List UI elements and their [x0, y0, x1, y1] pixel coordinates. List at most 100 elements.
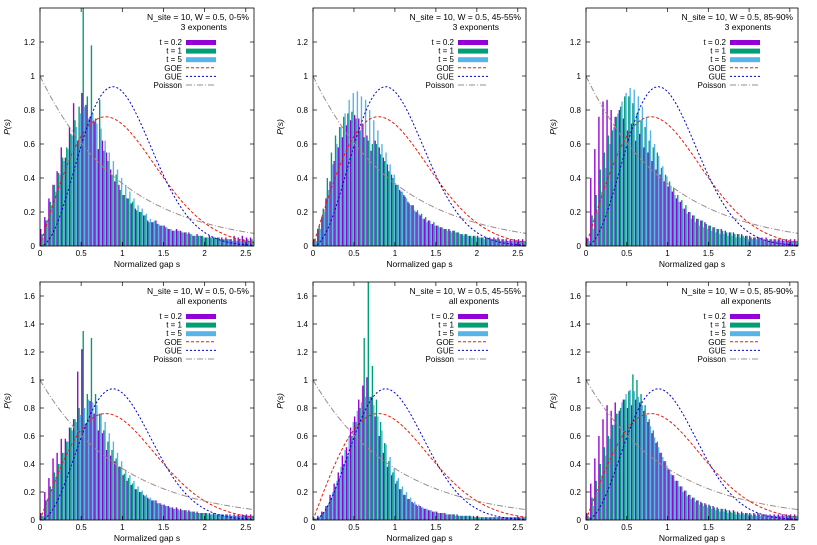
panel-subtitle: all exponents [177, 296, 227, 306]
legend-swatch [186, 314, 216, 319]
bar-t5-4 [59, 464, 61, 520]
bar-t1-1 [318, 225, 320, 246]
bar-t1-27 [697, 500, 699, 520]
bar-t5-11 [88, 399, 90, 520]
bar-t02-41 [753, 513, 755, 520]
bar-t5-10 [356, 91, 359, 246]
bar-t5-25 [418, 504, 420, 520]
y-axis-label: P(s) [275, 393, 285, 409]
bar-t1-15 [103, 150, 105, 246]
y-tick-label: 1 [31, 72, 36, 81]
bar-t5-40 [207, 237, 209, 246]
bar-t1-51 [251, 515, 253, 520]
bar-t5-47 [236, 240, 238, 246]
bar-t1-28 [429, 510, 431, 520]
bar-t02-35 [728, 510, 731, 520]
bar-t5-37 [739, 514, 741, 520]
bar-t5-51 [524, 240, 526, 246]
bar-t1-47 [778, 239, 781, 246]
bar-t5-15 [377, 130, 379, 246]
bar-t02-18 [114, 461, 116, 520]
bar-t02-48 [237, 237, 239, 246]
bar-t5-35 [731, 235, 733, 246]
bar-t02-23 [679, 486, 682, 520]
bar-t5-32 [446, 230, 449, 246]
bar-t02-20 [667, 186, 669, 246]
legend-swatch [730, 331, 760, 337]
bar-t5-2 [596, 212, 599, 246]
bar-t1-21 [127, 478, 130, 520]
bar-t02-34 [452, 230, 454, 246]
bar-t5-39 [475, 517, 477, 520]
y-tick-label: 1.2 [297, 348, 309, 357]
panel-title: N_site = 10, W = 0.5, 85-90% [681, 12, 793, 22]
bar-t1-31 [168, 229, 171, 246]
bar-t5-44 [495, 239, 498, 246]
bar-t02-38 [468, 235, 471, 246]
bar-t02-16 [651, 433, 653, 520]
bar-t1-31 [713, 507, 716, 520]
gue-curve [40, 388, 254, 520]
bar-t5-16 [381, 430, 383, 520]
bar-t5-28 [157, 223, 160, 246]
bar-t02-50 [245, 514, 248, 520]
bar-t5-11 [360, 96, 363, 246]
bar-t5-18 [662, 166, 664, 246]
bar-t5-21 [129, 191, 131, 246]
legend-swatch [458, 314, 488, 319]
bar-t02-10 [81, 93, 83, 246]
x-tick-label: 0 [584, 523, 589, 532]
bar-t1-3 [599, 464, 601, 520]
bar-t5-21 [674, 195, 676, 246]
legend-label: t = 1 [710, 321, 726, 330]
bar-t02-37 [192, 511, 194, 520]
bar-t5-13 [96, 405, 98, 520]
y-tick-label: 0.6 [297, 140, 309, 149]
y-tick-label: 0 [31, 242, 36, 251]
bar-t5-27 [153, 500, 156, 520]
y-tick-label: 1 [577, 376, 582, 385]
bar-t02-7 [68, 427, 71, 520]
x-axis-label: Normalized gap s [386, 533, 452, 543]
bar-t5-26 [149, 218, 152, 246]
bar-t02-28 [700, 220, 702, 246]
bar-t02-11 [630, 123, 633, 246]
bar-t5-16 [381, 144, 383, 246]
bar-t1-11 [86, 96, 89, 246]
bar-t5-11 [633, 391, 635, 520]
bar-t02-4 [56, 171, 58, 246]
bar-t02-6 [337, 472, 339, 520]
bar-t5-30 [166, 227, 168, 246]
bar-t02-15 [647, 152, 649, 246]
y-tick-label: 0.4 [297, 460, 309, 469]
bar-t5-48 [240, 240, 242, 246]
panel-1: 0 0.5 1 1.5 2 2.5 0 0.2 0.4 0.6 0.8 1 1.2 Normalized … [2, 7, 255, 269]
legend-swatch [458, 331, 488, 337]
legend-swatch [458, 322, 488, 328]
bar-t5-13 [641, 405, 644, 520]
bar-t1-37 [193, 511, 196, 520]
bar-t5-41 [211, 237, 213, 246]
bar-t02-21 [126, 198, 128, 246]
bar-t1-45 [498, 517, 501, 520]
poisson-curve [40, 75, 254, 234]
bar-t1-41 [210, 237, 212, 246]
bar-t1-51 [795, 240, 797, 246]
bar-t02-26 [147, 220, 149, 246]
bar-t02-30 [435, 511, 438, 520]
bar-t02-5 [606, 405, 608, 520]
bar-t5-43 [764, 515, 766, 520]
bar-t02-22 [130, 485, 132, 520]
bar-t1-20 [123, 195, 126, 246]
bar-t02-8 [618, 410, 620, 520]
bar-t1-0 [314, 518, 316, 520]
x-axis-label: Normalized gap s [659, 533, 725, 543]
bar-t02-12 [362, 123, 364, 246]
bar-t1-40 [478, 517, 480, 520]
bar-t1-27 [424, 508, 427, 520]
bar-t1-35 [457, 515, 460, 520]
x-tick-label: 1.5 [158, 523, 170, 532]
bar-t1-39 [746, 235, 748, 246]
bar-t02-41 [480, 517, 483, 520]
bar-t1-20 [123, 473, 126, 520]
